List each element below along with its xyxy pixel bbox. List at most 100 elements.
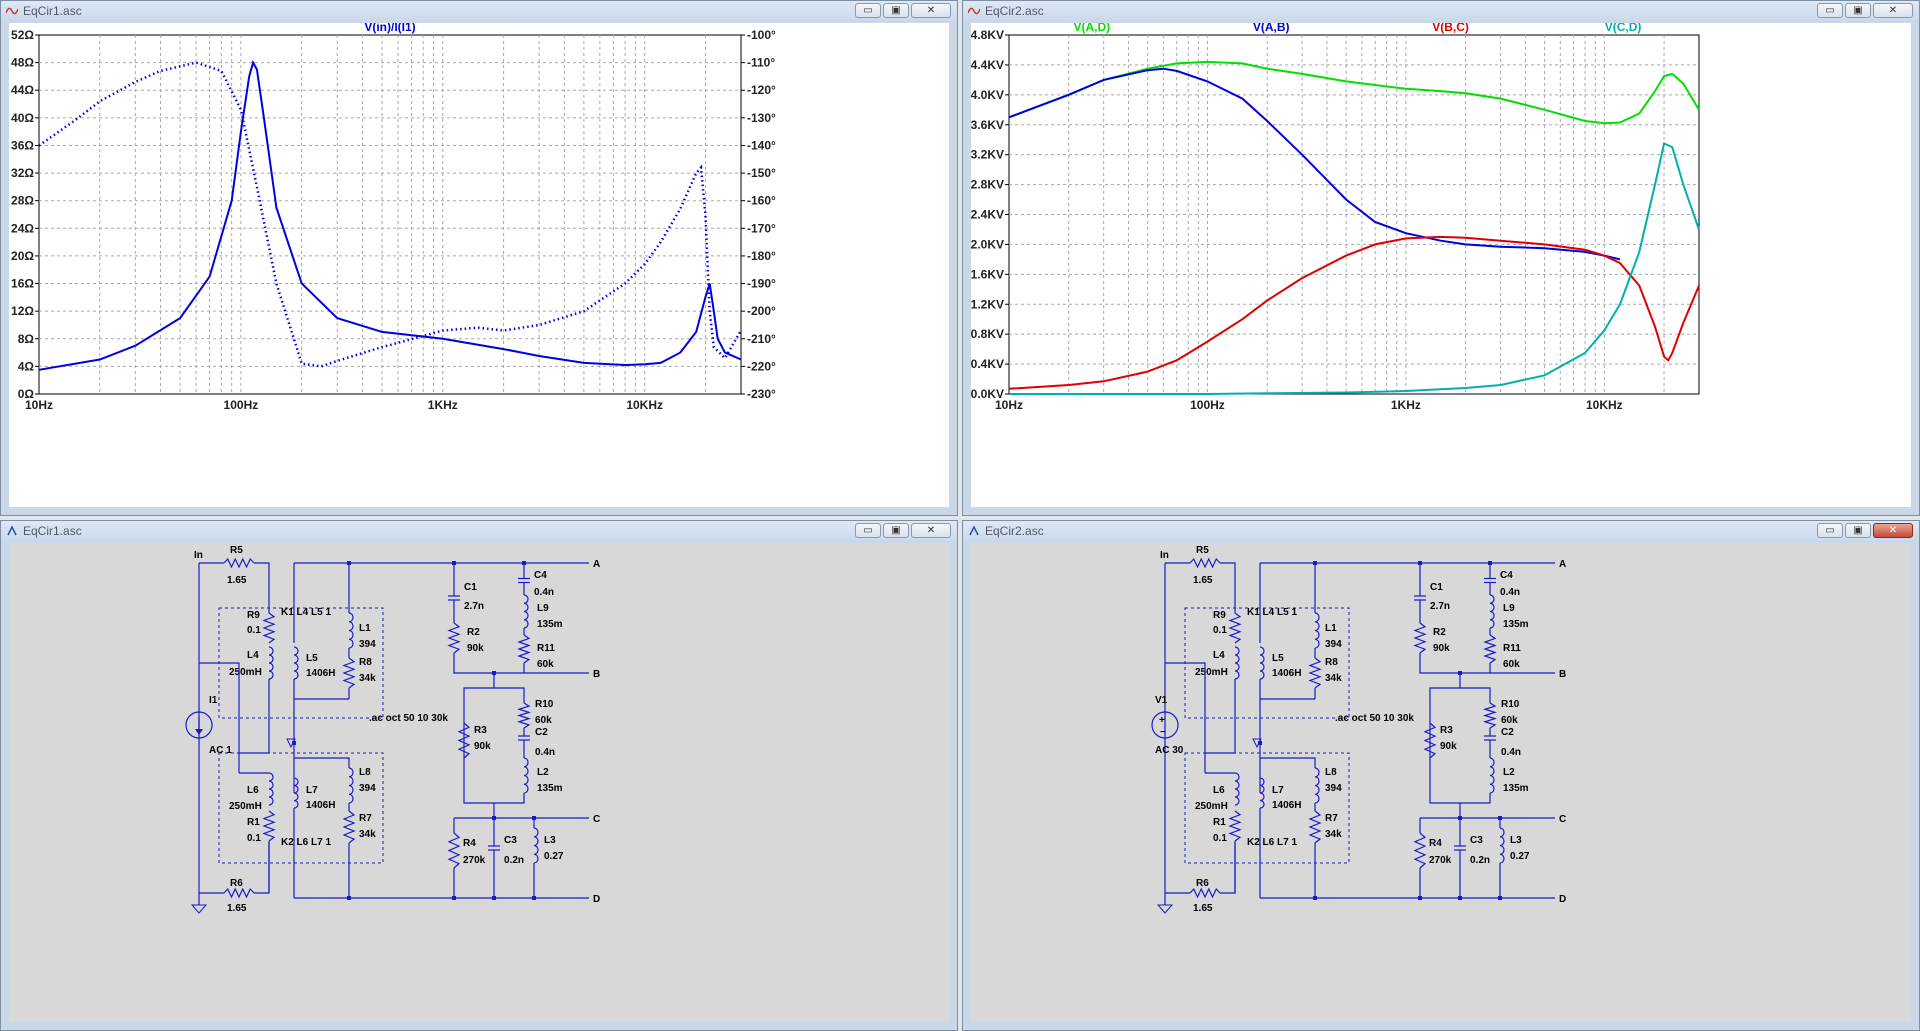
value-r11: 60k: [1503, 659, 1520, 670]
value-r8: 34k: [1325, 673, 1342, 684]
wire: [1419, 653, 1490, 674]
inductor-l2: [523, 757, 529, 794]
value-c2: 0.4n: [1501, 747, 1521, 758]
titlebar[interactable]: EqCir2.asc ▭ ▣ ✕: [963, 1, 1919, 21]
resistor-r11: [517, 634, 531, 664]
series-line-3: [1009, 141, 1700, 395]
y-tick-label: 4Ω: [18, 359, 35, 373]
schematic-pane[interactable]: In R5 1.65 R6 1.65 + − V1 AC 30 R9 0.1 K1 L4 L5 1 L4…: [971, 543, 1911, 1022]
value-l5: 1406H: [1272, 668, 1301, 679]
wire: [453, 653, 524, 674]
restore-button[interactable]: ▣: [883, 3, 909, 18]
y2-tick-label: -100°: [747, 28, 776, 42]
voltage-chart[interactable]: 10Hz 100Hz 1KHz 10KHz 4.8KV 4.4KV 4.0KV 3.6KV 3.…: [971, 23, 1911, 507]
plot-window-eqcir1[interactable]: EqCir1.asc ▭ ▣ ✕ 10Hz 100Hz 1KHz 10KHz 52Ω 48…: [0, 0, 958, 516]
wire: [463, 673, 495, 804]
x-tick-label: 10Hz: [995, 398, 1023, 412]
value-r5: 1.65: [227, 575, 247, 586]
wire: [494, 687, 525, 703]
y-tick-label: 0.0KV: [971, 387, 1004, 401]
wire: [254, 843, 270, 894]
schematic-pane[interactable]: In R5 1.65 R6 1.65 I1 AC 1 R9 0.1 K1 L4 L5 1 L4 250…: [9, 543, 949, 1022]
inductor-l5: [1259, 646, 1265, 680]
y2-tick-label: -110°: [747, 56, 775, 70]
label-r7: R7: [359, 813, 372, 824]
label-r8: R8: [1325, 657, 1338, 668]
value-l2: 135m: [537, 783, 563, 794]
plot-pane[interactable]: 10Hz 100Hz 1KHz 10KHz 4.8KV 4.4KV 4.0KV 3.6KV 3.…: [971, 23, 1911, 507]
restore-button[interactable]: ▣: [1845, 3, 1871, 18]
inductor-l2: [1489, 757, 1495, 794]
source-arrow: [195, 729, 203, 735]
close-button[interactable]: ✕: [911, 3, 951, 18]
series-line-2: [1008, 235, 1700, 390]
x-tick-label: 10Hz: [25, 398, 53, 412]
value-l7: 1406H: [306, 800, 335, 811]
value-r3: 90k: [474, 741, 491, 752]
plot-pane[interactable]: 10Hz 100Hz 1KHz 10KHz 52Ω 48Ω 44Ω 40Ω 36Ω 32Ω 28Ω 2…: [9, 23, 949, 507]
y2-tick-label: -160°: [747, 194, 776, 208]
y2-tick-label: -150°: [747, 166, 776, 180]
series-line-1: [38, 61, 743, 368]
value-r7: 34k: [359, 829, 376, 840]
label-r6: R6: [1196, 878, 1209, 889]
label-r3: R3: [1440, 725, 1453, 736]
junction: [347, 896, 351, 900]
y-tick-label: 40Ω: [11, 111, 34, 125]
value-r9: 0.1: [247, 625, 261, 636]
schematic-window-eqcir1[interactable]: EqCir1.asc ▭ ▣ ✕ In R5 1.65 R6 1.65 I1 AC 1 R9 0…: [0, 520, 958, 1031]
label-l4: L4: [247, 650, 259, 661]
minimize-button[interactable]: ▭: [1817, 523, 1843, 538]
titlebar[interactable]: EqCir1.asc ▭ ▣ ✕: [1, 1, 957, 21]
schematic-canvas[interactable]: In R5 1.65 R6 1.65 I1 AC 1 R9 0.1 K1 L4 L5 1 L4 250…: [9, 543, 949, 1022]
y2-tick-label: -140°: [747, 138, 776, 152]
label-l9: L9: [1503, 603, 1515, 614]
inductor-l7: [1259, 777, 1265, 809]
minimize-button[interactable]: ▭: [1817, 3, 1843, 18]
close-button[interactable]: ✕: [1873, 523, 1913, 538]
ac-directive: .ac oct 50 10 30k: [1335, 713, 1414, 724]
source-plus: +: [1159, 715, 1165, 726]
resistor-r5: [1189, 557, 1221, 569]
value-l7: 1406H: [1272, 800, 1301, 811]
label-l9: L9: [537, 603, 549, 614]
schematic-window-eqcir2[interactable]: EqCir2.asc ▭ ▣ ✕ In R5 1.65 R6 1.65 + − V1 AC 30…: [962, 520, 1920, 1031]
wire: [1460, 687, 1491, 703]
legend-entry: V(A,B): [1253, 23, 1290, 34]
label-c1: C1: [1430, 582, 1443, 593]
y-tick-label: 32Ω: [11, 166, 34, 180]
restore-button[interactable]: ▣: [1845, 523, 1871, 538]
titlebar[interactable]: EqCir1.asc ▭ ▣ ✕: [1, 521, 957, 541]
minimize-button[interactable]: ▭: [855, 3, 881, 18]
close-button[interactable]: ✕: [911, 523, 951, 538]
y-tick-label: 4.0KV: [971, 88, 1004, 102]
value-c3: 0.2n: [504, 855, 524, 866]
y-tick-label: 16Ω: [11, 277, 34, 291]
resistor-r11: [1483, 634, 1497, 664]
net-label-a: A: [1559, 559, 1566, 570]
close-button[interactable]: ✕: [1873, 3, 1913, 18]
label-r3: R3: [474, 725, 487, 736]
y-tick-label: 2.8KV: [971, 178, 1004, 192]
schematic-canvas[interactable]: In R5 1.65 R6 1.65 +− V1 AC 30 R9 0.1 K1 L4 L5 1 L4…: [971, 543, 1911, 1022]
impedance-chart[interactable]: 10Hz 100Hz 1KHz 10KHz 52Ω 48Ω 44Ω 40Ω 36Ω 32Ω 28Ω 2…: [9, 23, 949, 507]
y2-tick-label: -190°: [747, 277, 776, 291]
label-l1: L1: [359, 623, 371, 634]
inductor-l8: [348, 767, 354, 804]
minimize-button[interactable]: ▭: [855, 523, 881, 538]
resistor-r6: [223, 887, 255, 899]
plot-window-eqcir2[interactable]: EqCir2.asc ▭ ▣ ✕ 10Hz 100Hz 1KHz 10KHz 4.8KV…: [962, 0, 1920, 516]
wire: [1260, 757, 1316, 768]
restore-button[interactable]: ▣: [883, 523, 909, 538]
schematic-group[interactable]: In R5 1.65 R6 1.65 I1 AC 1 R9 0.1 K1 L4 L5 1 L4 250…: [185, 545, 600, 914]
ground-symbol: [190, 904, 208, 914]
inductor-l8: [1314, 767, 1320, 804]
junction: [1258, 741, 1262, 745]
schematic-group[interactable]: In R5 1.65 R6 1.65 +− V1 AC 30 R9 0.1 K1 L4 L5 1 L4…: [1151, 545, 1566, 914]
titlebar[interactable]: EqCir2.asc ▭ ▣ ✕: [963, 521, 1919, 541]
x-tick-label: 10KHz: [626, 398, 663, 412]
value-c3: 0.2n: [1470, 855, 1490, 866]
value-l1: 394: [1325, 639, 1342, 650]
ac-directive: .ac oct 50 10 30k: [369, 713, 448, 724]
value-l6: 250mH: [1195, 801, 1228, 812]
